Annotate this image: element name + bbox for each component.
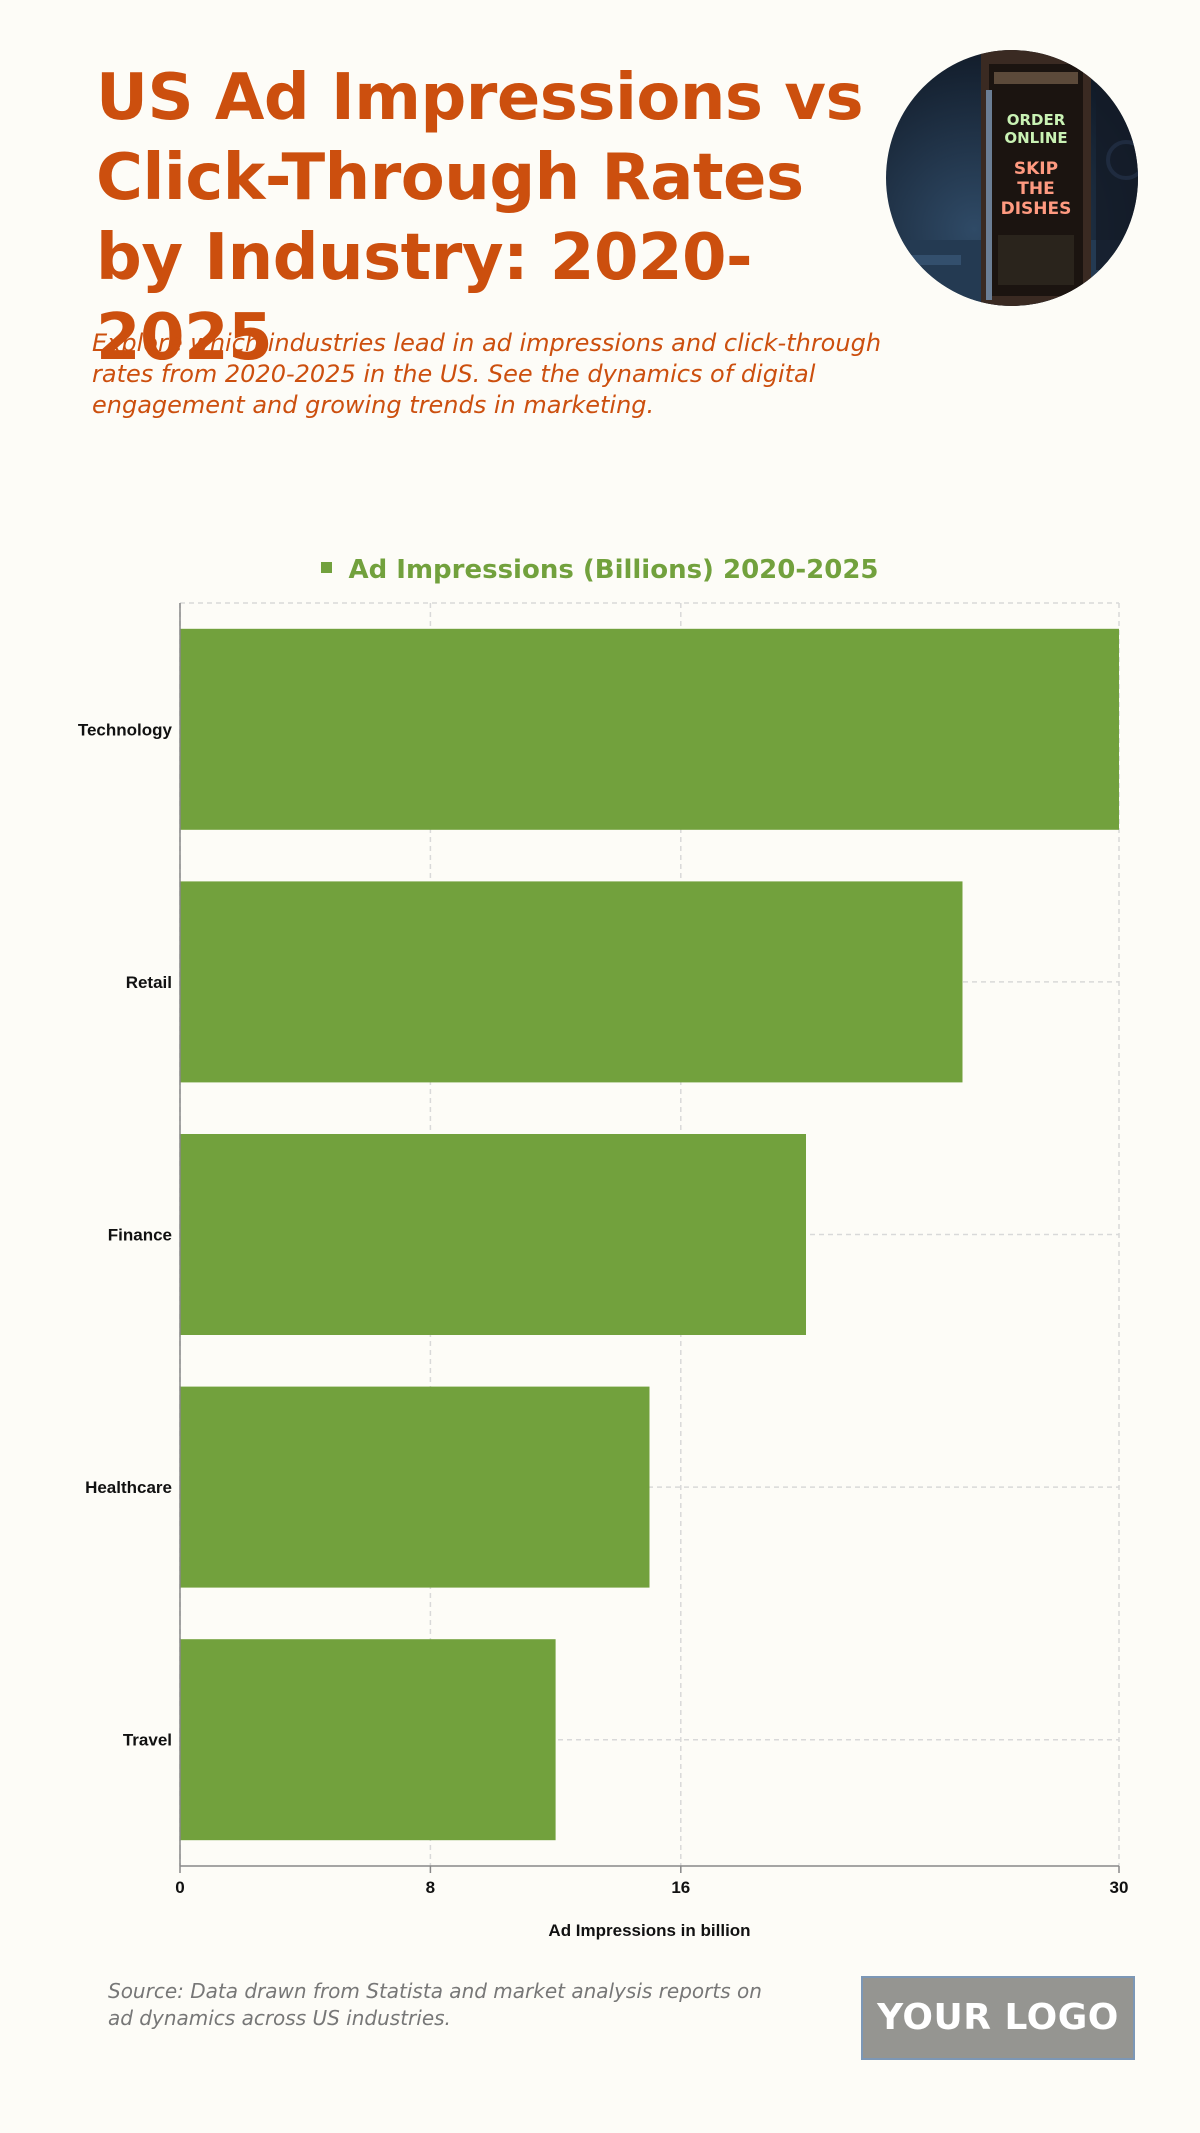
bar [180, 628, 1119, 830]
neon-sign-line: SKIP [1014, 159, 1058, 179]
neon-sign-line: ONLINE [1004, 129, 1067, 147]
legend-label: Ad Impressions (Billions) 2020-2025 [348, 555, 879, 585]
x-tick-label: 30 [1110, 1878, 1129, 1897]
bar [180, 1386, 650, 1588]
category-label: Healthcare [85, 1478, 172, 1497]
x-axis-title: Ad Impressions in billion [548, 1921, 750, 1940]
neon-sign-line: ORDER [1007, 111, 1066, 129]
category-label: Finance [108, 1226, 172, 1245]
page-subtitle: Explore which industries lead in ad impr… [92, 329, 882, 419]
x-tick-label: 8 [426, 1878, 435, 1897]
page-title: US Ad Impressions vs Click-Through Rates… [96, 61, 864, 375]
category-label: Retail [126, 973, 172, 992]
logo-placeholder: YOUR LOGO [861, 1976, 1135, 2060]
chart-legend: Ad Impressions (Billions) 2020-2025 [0, 552, 1200, 588]
bar [180, 881, 963, 1083]
category-label: Travel [123, 1731, 172, 1750]
x-tick-label: 0 [175, 1878, 184, 1897]
neon-sign-line: THE [1017, 179, 1054, 199]
bar [180, 1134, 806, 1335]
source-note: Source: Data drawn from Statista and mar… [108, 1979, 762, 2030]
category-label: Technology [78, 720, 173, 739]
neon-sign-line: DISHES [1001, 199, 1072, 219]
bar [180, 1639, 556, 1841]
x-tick-label: 16 [671, 1878, 690, 1897]
legend-swatch [321, 562, 333, 573]
